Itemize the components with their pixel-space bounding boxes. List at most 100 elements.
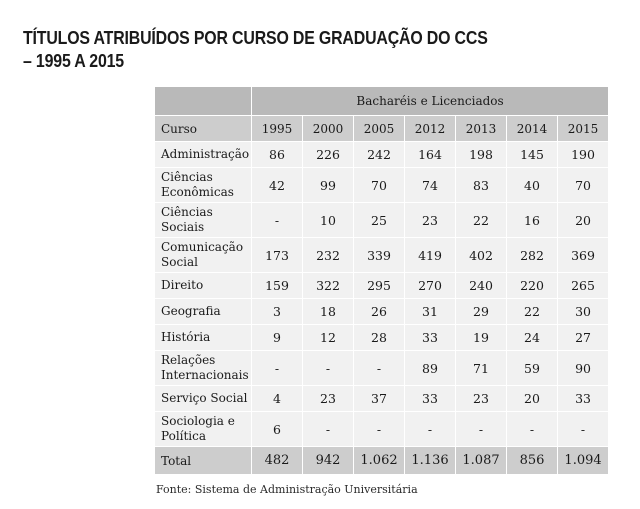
corner-cell <box>154 86 252 116</box>
total-value-cell: 942 <box>302 446 354 475</box>
value-cell: 240 <box>455 272 507 299</box>
value-cell: 30 <box>556 298 610 325</box>
course-name-line: Administração <box>161 147 250 161</box>
value-cell: 31 <box>404 298 456 325</box>
value-cell: 164 <box>404 141 456 168</box>
value-cell: 28 <box>353 324 405 351</box>
value-cell: 402 <box>455 237 507 273</box>
value-cell: 16 <box>506 202 558 238</box>
value-cell: 3 <box>251 298 303 325</box>
value-cell: 220 <box>506 272 558 299</box>
value-cell: 419 <box>404 237 456 273</box>
value-cell: 29 <box>455 298 507 325</box>
value-cell: 4 <box>251 385 303 412</box>
table-row: Administração 86 226 242 164 198 145 190 <box>154 141 610 168</box>
value-cell: 33 <box>556 385 610 412</box>
value-cell: 83 <box>455 167 507 203</box>
column-header-year: 2005 <box>353 115 405 142</box>
value-cell: - <box>353 350 405 386</box>
value-cell: - <box>251 350 303 386</box>
table-row: Direito 159 322 295 270 240 220 265 <box>154 272 610 299</box>
total-value-cell: 856 <box>506 446 558 475</box>
table-row: Sociologia e Política 6- - - - - - <box>154 411 610 447</box>
course-name-line: Serviço Social <box>161 391 248 405</box>
value-cell: - <box>455 411 507 447</box>
course-name: Relações Internacionais <box>154 350 252 386</box>
value-cell: 265 <box>556 272 610 299</box>
table-row: Ciências Econômicas 42 99 70 74 83 40 70 <box>154 167 610 203</box>
value-cell: - <box>251 202 303 238</box>
total-value-cell: 1.087 <box>455 446 507 475</box>
table-row: Geografia 3 18 26 31 29 22 30 <box>154 298 610 325</box>
value-cell: 12 <box>302 324 354 351</box>
column-header-year: 2015 <box>556 115 610 142</box>
value-cell: 159 <box>251 272 303 299</box>
value-cell: 20 <box>506 385 558 412</box>
value-cell: 198 <box>455 141 507 168</box>
value-cell: 270 <box>404 272 456 299</box>
value-cell: 145 <box>506 141 558 168</box>
group-header-row: Bacharéis e Licenciados <box>154 86 610 116</box>
course-name: Ciências Econômicas <box>154 167 252 203</box>
column-header-year: 2014 <box>506 115 558 142</box>
value-cell: 18 <box>302 298 354 325</box>
value-cell: 339 <box>353 237 405 273</box>
table-row: Relações Internacionais - - -89 71 59 90 <box>154 350 610 386</box>
course-name: Direito <box>154 272 252 299</box>
column-header-year: 2012 <box>404 115 456 142</box>
degrees-table: Bacharéis e Licenciados Curso 1995 2000 20… <box>154 86 610 475</box>
column-header-course: Curso <box>154 115 252 142</box>
course-name-line: Política <box>161 429 207 443</box>
value-cell: 322 <box>302 272 354 299</box>
value-cell: 42 <box>251 167 303 203</box>
value-cell: - <box>302 350 354 386</box>
title-line-2: – 1995 A 2015 <box>23 50 124 71</box>
value-cell: 24 <box>506 324 558 351</box>
table-row: Serviço Social 4 23 37 33 23 20 33 <box>154 385 610 412</box>
value-cell: - <box>353 411 405 447</box>
value-cell: 90 <box>556 350 610 386</box>
value-cell: - <box>404 411 456 447</box>
course-name: Geografia <box>154 298 252 325</box>
table-row: Comunicação Social 173 232 339 419 402 282 369 <box>154 237 610 273</box>
course-name-line: Ciências <box>161 205 213 219</box>
value-cell: 9 <box>251 324 303 351</box>
source-note: Fonte: Sistema de Administração Universi… <box>156 483 418 496</box>
value-cell: 33 <box>404 385 456 412</box>
value-cell: 26 <box>353 298 405 325</box>
table-body: Administração 86 226 242 164 198 145 190 Ciência… <box>154 141 610 447</box>
value-cell: - <box>302 411 354 447</box>
course-name-line: História <box>161 330 211 344</box>
value-cell: 23 <box>455 385 507 412</box>
value-cell: 23 <box>302 385 354 412</box>
course-name-line: Sociais <box>161 220 205 234</box>
course-name-line: Geografia <box>161 304 221 318</box>
value-cell: - <box>556 411 610 447</box>
value-cell: 40 <box>506 167 558 203</box>
group-header: Bacharéis e Licenciados <box>250 86 610 116</box>
course-name-line: Internacionais <box>161 368 249 382</box>
value-cell: 70 <box>353 167 405 203</box>
course-name: Ciências Sociais <box>154 202 252 238</box>
value-cell: 74 <box>404 167 456 203</box>
value-cell: 27 <box>556 324 610 351</box>
title-line-1: TÍTULOS ATRIBUÍDOS POR CURSO DE GRADUAÇÃ… <box>23 27 488 48</box>
column-header-row: Curso 1995 2000 2005 2012 2013 2014 2015 <box>154 115 610 142</box>
page-title: TÍTULOS ATRIBUÍDOS POR CURSO DE GRADUAÇÃ… <box>23 26 539 72</box>
course-name: Comunicação Social <box>154 237 252 273</box>
value-cell: 37 <box>353 385 405 412</box>
total-label: Total <box>154 446 252 475</box>
value-cell: 6 <box>251 411 303 447</box>
course-name-line: Comunicação <box>161 240 244 254</box>
value-cell: 22 <box>506 298 558 325</box>
value-cell: 173 <box>251 237 303 273</box>
column-header-year: 1995 <box>251 115 303 142</box>
value-cell: 10 <box>302 202 354 238</box>
course-name-line: Relações <box>161 353 216 367</box>
value-cell: 20 <box>556 202 610 238</box>
value-cell: - <box>506 411 558 447</box>
value-cell: 25 <box>353 202 405 238</box>
total-row: Total 482 942 1.062 1.136 1.087 856 1.094 <box>154 446 610 475</box>
course-name: Sociologia e Política <box>154 411 252 447</box>
column-header-year: 2013 <box>455 115 507 142</box>
